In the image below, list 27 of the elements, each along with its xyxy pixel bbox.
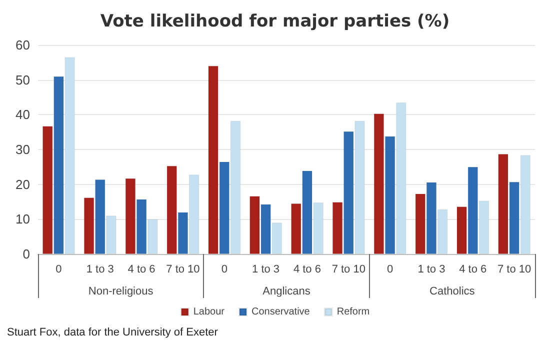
text: Catholics xyxy=(430,286,476,298)
y-tick-label: 40 xyxy=(16,107,30,122)
y-tick-label: 60 xyxy=(16,38,30,52)
y-tick-label: 10 xyxy=(16,212,30,227)
x-tick-label: 1 to 3 xyxy=(252,264,280,276)
x-tick-label: 7 to 10 xyxy=(166,264,200,276)
x-tick-label: 1 to 3 xyxy=(418,264,446,276)
chart-title: Vote likelihood for major parties (%) xyxy=(100,12,450,32)
legend-label: Conservative xyxy=(252,306,310,318)
y-tick-label: 30 xyxy=(16,142,30,157)
x-tick-label: 0 xyxy=(221,264,228,276)
legend-label: Labour xyxy=(193,306,226,318)
text: Anglicans xyxy=(262,286,311,298)
y-tick-label: 0 xyxy=(22,246,30,262)
x-tick-label: 7 to 10 xyxy=(332,264,366,276)
y-tick-label: 50 xyxy=(16,72,30,88)
x-tick-label: 0 xyxy=(56,264,62,276)
x-tick-label: 4 to 6 xyxy=(128,264,156,276)
y-tick-label: 20 xyxy=(16,176,30,192)
x-tick-label: 4 to 6 xyxy=(293,264,321,276)
text: Non-religious xyxy=(88,286,154,298)
x-tick-label: 0 xyxy=(386,264,394,276)
text: Stuart Fox, data for the University of Exeter xyxy=(7,326,218,338)
legend-label: Reform xyxy=(336,306,370,318)
x-tick-label: 1 to 3 xyxy=(86,264,114,276)
x-tick-label: 7 to 10 xyxy=(497,264,532,276)
x-tick-label: 4 to 6 xyxy=(459,264,487,276)
